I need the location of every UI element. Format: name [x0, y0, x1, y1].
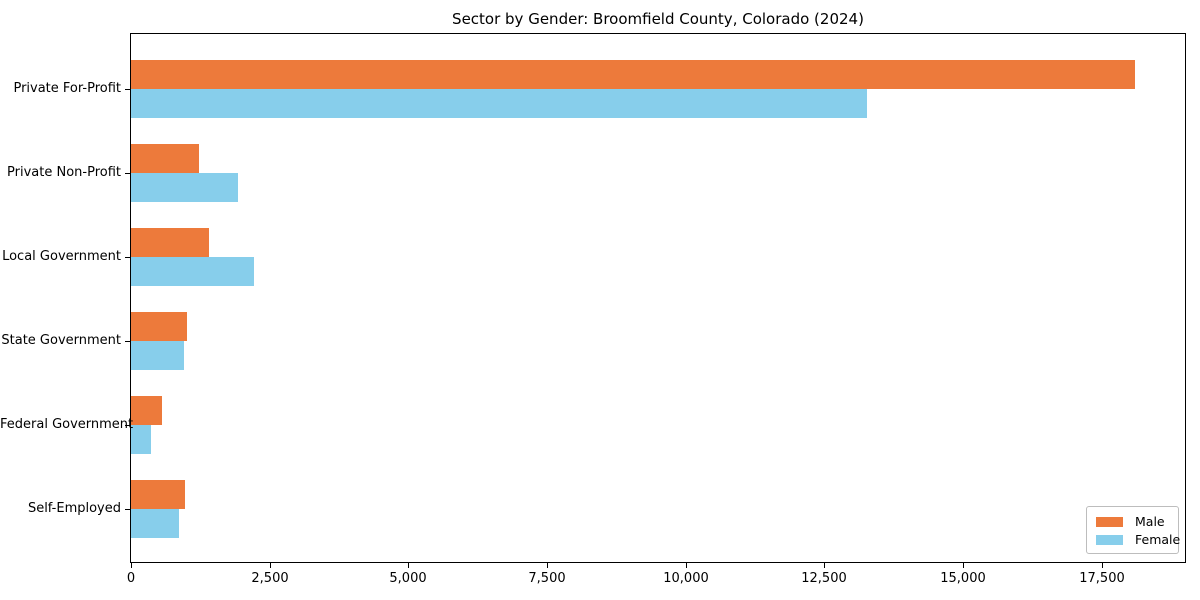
legend-label-female: Female	[1135, 532, 1181, 547]
bar-female-4	[131, 425, 151, 454]
chart-title: Sector by Gender: Broomfield County, Col…	[452, 10, 864, 28]
x-tick-label: 12,500	[801, 571, 847, 586]
x-tick-label: 2,500	[251, 571, 289, 586]
x-tick-mark	[1102, 563, 1103, 568]
legend: Male Female	[1086, 506, 1181, 554]
x-tick-mark	[408, 563, 409, 568]
y-tick-label: State Government	[1, 333, 121, 348]
y-tick-label: Federal Government	[0, 417, 134, 432]
x-tick-mark	[547, 563, 548, 568]
bar-male-5	[131, 480, 185, 509]
x-tick-label: 7,500	[528, 571, 566, 586]
y-tick-label: Local Government	[2, 249, 121, 264]
x-tick-label: 15,000	[940, 571, 986, 586]
x-tick-label: 10,000	[663, 571, 709, 586]
x-tick-mark	[824, 563, 825, 568]
x-tick-label: 17,500	[1079, 571, 1125, 586]
bar-female-3	[131, 341, 184, 370]
x-tick-label: 5,000	[389, 571, 427, 586]
y-tick-label: Private For-Profit	[13, 81, 121, 96]
bar-male-4	[131, 396, 162, 425]
x-tick-mark	[686, 563, 687, 568]
bar-male-0	[131, 60, 1135, 89]
x-tick-mark	[963, 563, 964, 568]
y-tick-label: Private Non-Profit	[7, 165, 121, 180]
legend-entry-female: Female	[1096, 531, 1181, 549]
bar-female-1	[131, 173, 238, 202]
y-tick-mark	[125, 173, 130, 174]
y-tick-mark	[125, 89, 130, 90]
bar-female-5	[131, 509, 179, 538]
x-tick-mark	[131, 563, 132, 568]
y-tick-mark	[125, 341, 130, 342]
y-tick-label: Self-Employed	[27, 501, 121, 516]
bar-male-2	[131, 228, 209, 257]
x-tick-label: 0	[126, 571, 136, 586]
y-tick-mark	[125, 257, 130, 258]
y-tick-mark	[125, 509, 130, 510]
y-tick-mark	[125, 425, 130, 426]
bar-male-1	[131, 144, 199, 173]
legend-entry-male: Male	[1096, 513, 1178, 531]
bar-male-3	[131, 312, 187, 341]
bar-female-2	[131, 257, 254, 286]
legend-swatch-female	[1096, 535, 1123, 545]
bar-female-0	[131, 89, 867, 118]
legend-swatch-male	[1096, 517, 1123, 527]
x-tick-mark	[270, 563, 271, 568]
legend-label-male: Male	[1135, 514, 1165, 529]
plot-area	[130, 33, 1186, 563]
